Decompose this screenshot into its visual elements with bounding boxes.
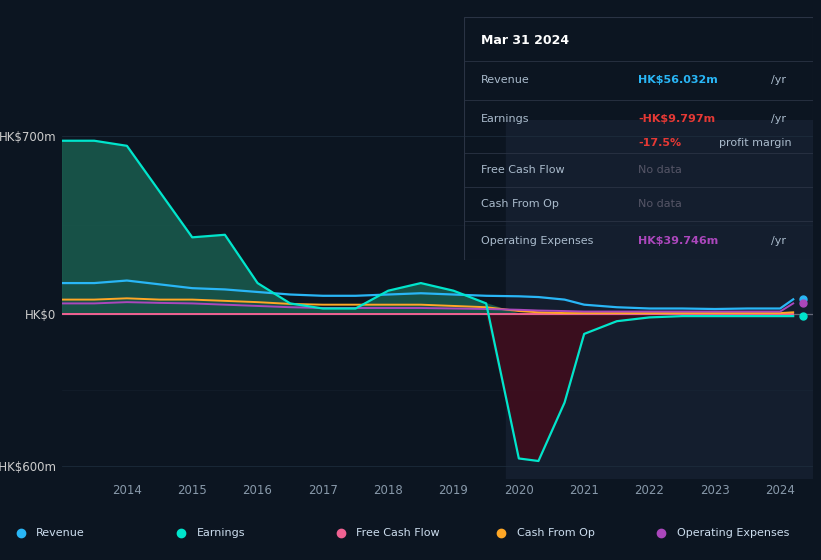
Text: Free Cash Flow: Free Cash Flow bbox=[481, 165, 565, 175]
Text: No data: No data bbox=[639, 199, 682, 209]
Text: /yr: /yr bbox=[771, 114, 786, 124]
Text: profit margin: profit margin bbox=[718, 138, 791, 148]
Text: Mar 31 2024: Mar 31 2024 bbox=[481, 34, 570, 47]
Text: Operating Expenses: Operating Expenses bbox=[677, 529, 789, 538]
Text: /yr: /yr bbox=[771, 236, 786, 246]
Text: No data: No data bbox=[639, 165, 682, 175]
Text: -HK$9.797m: -HK$9.797m bbox=[639, 114, 715, 124]
Text: Free Cash Flow: Free Cash Flow bbox=[356, 529, 440, 538]
Text: /yr: /yr bbox=[771, 75, 786, 85]
Text: -17.5%: -17.5% bbox=[639, 138, 681, 148]
Text: Earnings: Earnings bbox=[481, 114, 530, 124]
Text: Cash From Op: Cash From Op bbox=[516, 529, 594, 538]
Text: HK$39.746m: HK$39.746m bbox=[639, 236, 718, 246]
Text: Revenue: Revenue bbox=[36, 529, 85, 538]
Text: HK$56.032m: HK$56.032m bbox=[639, 75, 718, 85]
Text: Cash From Op: Cash From Op bbox=[481, 199, 559, 209]
Text: Earnings: Earnings bbox=[196, 529, 245, 538]
Bar bbox=[506, 120, 813, 479]
Text: Operating Expenses: Operating Expenses bbox=[481, 236, 594, 246]
Text: Revenue: Revenue bbox=[481, 75, 530, 85]
